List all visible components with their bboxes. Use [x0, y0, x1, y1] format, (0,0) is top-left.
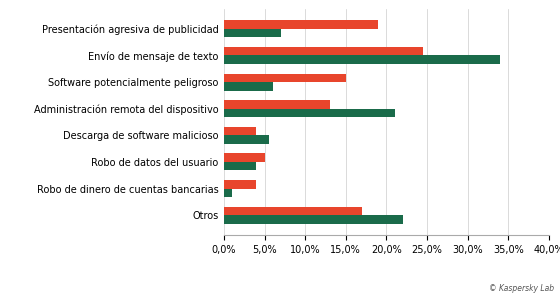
Bar	[224, 56, 500, 64]
Text: © Kaspersky Lab: © Kaspersky Lab	[489, 283, 554, 293]
Bar	[224, 162, 256, 171]
Bar	[224, 127, 256, 135]
Bar	[224, 109, 394, 117]
Bar	[224, 74, 346, 82]
Bar	[224, 29, 281, 37]
Bar	[224, 135, 269, 144]
Bar	[224, 20, 378, 29]
Bar	[224, 207, 362, 215]
Bar	[224, 82, 273, 91]
Bar	[224, 153, 265, 162]
Bar	[224, 47, 423, 56]
Bar	[224, 215, 403, 224]
Bar	[224, 180, 256, 188]
Bar	[224, 100, 329, 109]
Bar	[224, 188, 232, 197]
